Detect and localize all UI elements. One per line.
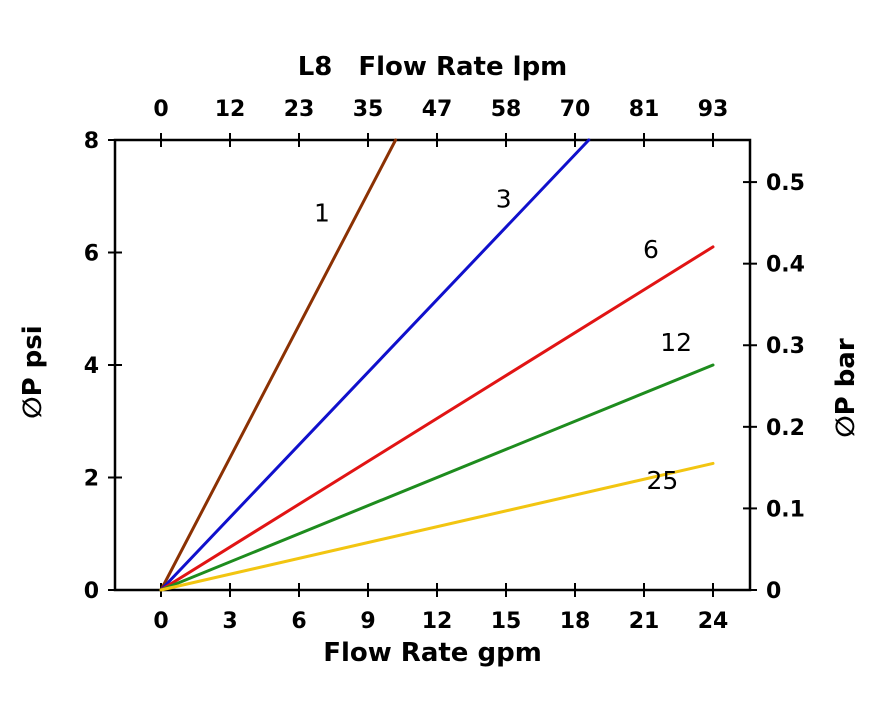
- y-tick-label-right: 0.2: [766, 416, 805, 441]
- bottom-axis-title: Flow Rate gpm: [323, 638, 542, 668]
- x-tick-label-top: 93: [698, 97, 729, 122]
- x-tick-label-bottom: 9: [360, 609, 375, 634]
- x-tick-label-top: 81: [629, 97, 660, 122]
- x-tick-label-bottom: 12: [422, 609, 453, 634]
- x-tick-label-top: 70: [560, 97, 591, 122]
- x-tick-label-top: 35: [353, 97, 384, 122]
- plot-frame: [113, 138, 752, 592]
- x-tick-label-bottom: 0: [153, 609, 168, 634]
- series-label-25: 25: [646, 466, 678, 495]
- x-tick-label-top: 47: [422, 97, 453, 122]
- x-tick-label-top: 12: [215, 97, 246, 122]
- series-line-25: [159, 461, 715, 592]
- series-label-12: 12: [660, 328, 692, 357]
- model-label: L8: [297, 52, 333, 82]
- x-tick-label-top: 0: [153, 97, 168, 122]
- x-tick-label-top: 58: [491, 97, 522, 122]
- y-tick-label-right: 0.5: [766, 171, 805, 196]
- y-tick-label-right: 0.4: [766, 253, 805, 278]
- series-label-6: 6: [643, 235, 659, 264]
- y-tick-label-right: 0.1: [766, 497, 805, 522]
- y-tick-label-left: 6: [84, 242, 99, 267]
- x-tick-label-bottom: 6: [291, 609, 306, 634]
- y-tick-label-left: 4: [84, 354, 99, 379]
- series-label-3: 3: [496, 185, 512, 214]
- y-tick-label-left: 2: [84, 467, 99, 492]
- series-label-1: 1: [314, 199, 330, 228]
- series-line-6: [159, 245, 715, 592]
- y-tick-label-left: 0: [84, 579, 99, 604]
- x-tick-label-bottom: 3: [222, 609, 237, 634]
- x-tick-label-bottom: 24: [698, 609, 729, 634]
- x-tick-label-bottom: 21: [629, 609, 660, 634]
- y-tick-label-left: 8: [84, 129, 99, 154]
- y-tick-label-right: 0: [766, 579, 781, 604]
- series-line-1: [159, 138, 398, 592]
- chart-title: L8 Flow Rate lpm: [115, 52, 750, 82]
- top-axis-title: Flow Rate lpm: [358, 52, 568, 82]
- x-tick-label-top: 23: [284, 97, 315, 122]
- x-tick-label-bottom: 15: [491, 609, 522, 634]
- x-tick-label-bottom: 18: [560, 609, 591, 634]
- y-tick-label-right: 0.3: [766, 334, 805, 359]
- series-line-12: [159, 363, 715, 592]
- series-line-3: [159, 138, 591, 592]
